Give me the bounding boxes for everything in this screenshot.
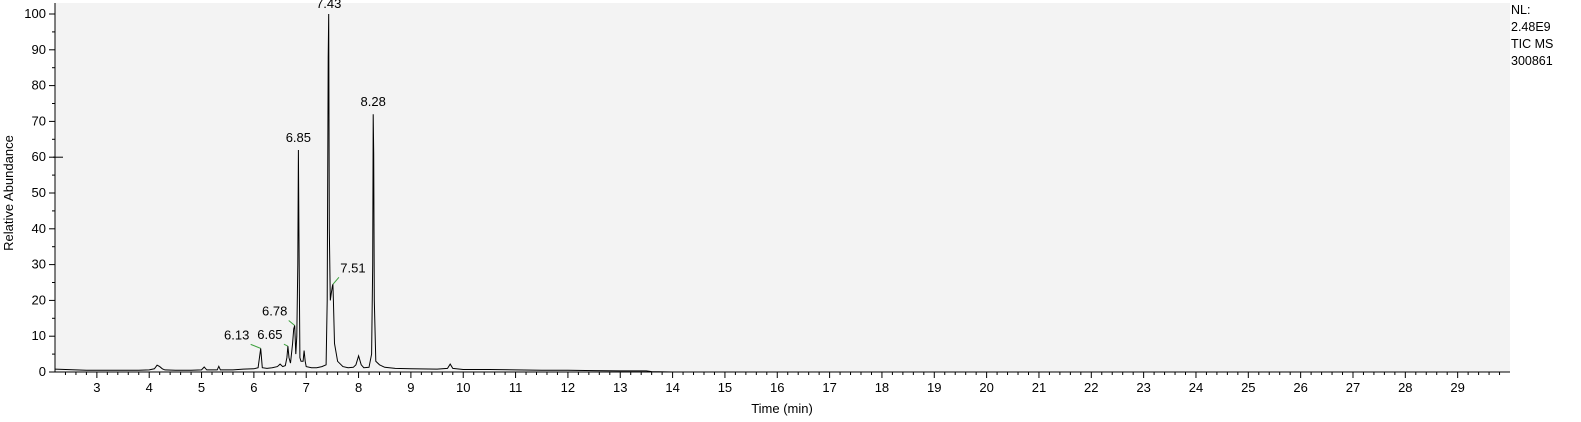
peak-label-6.85: 6.85 <box>286 130 311 145</box>
peak-label-6.78: 6.78 <box>262 303 287 318</box>
peak-label-6.13: 6.13 <box>224 327 249 342</box>
peak-label-8.28: 8.28 <box>361 94 386 109</box>
x-tick-label-29: 29 <box>1450 380 1464 395</box>
scan-type: TIC MS <box>1511 37 1554 51</box>
x-tick-label-9: 9 <box>407 380 414 395</box>
x-tick-label-22: 22 <box>1084 380 1098 395</box>
x-tick-label-20: 20 <box>979 380 993 395</box>
x-tick-label-6: 6 <box>250 380 257 395</box>
x-tick-label-10: 10 <box>456 380 470 395</box>
x-tick-label-17: 17 <box>822 380 836 395</box>
y-tick-label-10: 10 <box>32 328 46 343</box>
x-tick-label-23: 23 <box>1136 380 1150 395</box>
y-tick-label-40: 40 <box>32 221 46 236</box>
x-tick-label-21: 21 <box>1032 380 1046 395</box>
peak-label-6.65: 6.65 <box>257 327 282 342</box>
y-tick-label-60: 60 <box>32 149 46 164</box>
y-tick-label-20: 20 <box>32 292 46 307</box>
peak-leader-6.13 <box>250 343 261 349</box>
info-box: NL: 2.48E9 TIC MS 300861 <box>1511 2 1579 70</box>
sample-id: 300861 <box>1511 54 1553 68</box>
x-tick-label-26: 26 <box>1293 380 1307 395</box>
x-tick-label-16: 16 <box>770 380 784 395</box>
axes: 3 4 5 6 7 8 9 10 11 12 13 14 15 16 17 18 19 20 21 22 23 24 25 2… <box>24 3 1510 395</box>
x-tick-label-12: 12 <box>561 380 575 395</box>
x-tick-label-19: 19 <box>927 380 941 395</box>
x-tick-label-18: 18 <box>875 380 889 395</box>
y-tick-label-30: 30 <box>32 257 46 272</box>
x-axis-title: Time (min) <box>751 401 813 416</box>
x-tick-label-27: 27 <box>1346 380 1360 395</box>
y-tick-label-50: 50 <box>32 185 46 200</box>
tic-trace-line <box>54 13 1510 373</box>
y-axis-title: Relative Abundance <box>1 135 16 251</box>
x-tick-label-13: 13 <box>613 380 627 395</box>
y-tick-label-70: 70 <box>32 113 46 128</box>
peak-leader-7.51 <box>332 276 340 285</box>
y-tick-label-0: 0 <box>39 364 46 379</box>
x-tick-label-11: 11 <box>509 380 523 395</box>
peak-label-7.51: 7.51 <box>340 260 365 275</box>
y-tick-label-80: 80 <box>32 78 46 93</box>
nl-value: 2.48E9 <box>1511 20 1551 34</box>
x-tick-label-4: 4 <box>146 380 153 395</box>
y-tick-label-90: 90 <box>32 42 46 57</box>
x-tick-label-5: 5 <box>198 380 205 395</box>
x-tick-label-3: 3 <box>93 380 100 395</box>
nl-label: NL: <box>1511 3 1531 17</box>
x-tick-label-8: 8 <box>355 380 362 395</box>
x-tick-label-28: 28 <box>1398 380 1412 395</box>
x-tick-label-14: 14 <box>665 380 679 395</box>
y-tick-label-100: 100 <box>24 6 46 21</box>
peak-leader-6.65 <box>283 343 289 347</box>
x-tick-label-25: 25 <box>1241 380 1255 395</box>
peak-labels: 7.43 6.85 8.28 7.51 6.78 6.65 6.13 <box>224 0 386 342</box>
peak-annotations <box>250 276 340 349</box>
peak-leader-6.78 <box>288 320 296 326</box>
peak-label-7.43: 7.43 <box>316 0 341 11</box>
x-tick-label-15: 15 <box>718 380 732 395</box>
x-tick-label-24: 24 <box>1189 380 1203 395</box>
x-tick-label-7: 7 <box>303 380 310 395</box>
